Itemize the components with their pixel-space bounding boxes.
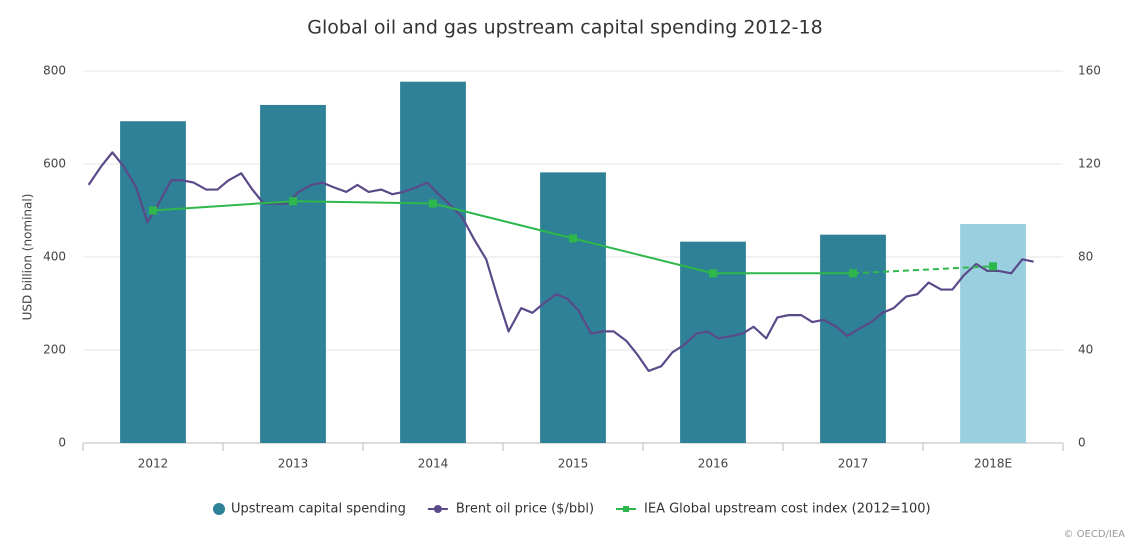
y-tick-label: 200	[43, 343, 66, 357]
y-tick-label: 400	[43, 250, 66, 264]
y-tick-label: 800	[43, 64, 66, 78]
y-tick-label: 0	[58, 436, 66, 450]
x-tick-label: 2014	[418, 457, 449, 471]
index-line-segment	[292, 200, 434, 205]
index-point	[849, 269, 857, 278]
legend-label: Brent oil price ($/bbl)	[456, 502, 594, 517]
index-line-segment	[152, 200, 294, 212]
index-line-segment	[432, 202, 574, 240]
y2-tick-label: 160	[1078, 64, 1101, 78]
source: © OECD/IEA	[1063, 529, 1125, 540]
bar	[120, 121, 186, 443]
x-tick-label: 2013	[278, 457, 309, 471]
y2-tick-label: 120	[1078, 157, 1101, 171]
legend-marker	[213, 503, 225, 515]
legend-marker	[623, 506, 630, 512]
y2-tick-label: 40	[1078, 343, 1093, 357]
index-point	[569, 234, 577, 243]
bar	[960, 223, 1026, 443]
index-point	[989, 262, 997, 271]
x-tick-label: 2012	[138, 457, 169, 471]
index-point	[289, 197, 297, 206]
bar	[820, 234, 886, 443]
y-axis-label: USD billion (nominal)	[21, 194, 35, 321]
x-tick-label: 2016	[698, 457, 729, 471]
bar	[400, 81, 466, 443]
bar	[540, 172, 606, 443]
y-tick-label: 600	[43, 157, 66, 171]
index-line-segment	[572, 237, 714, 275]
x-tick-label: 2017	[838, 457, 869, 471]
index-point	[149, 206, 157, 215]
x-tick-label: 2018E	[974, 457, 1012, 471]
x-tick-label: 2015	[558, 457, 589, 471]
index-line-segment	[852, 265, 994, 275]
legend-marker	[433, 505, 442, 513]
index-point	[429, 199, 437, 208]
chart-title: Global oil and gas upstream capital spen…	[307, 17, 822, 39]
legend-label: Upstream capital spending	[231, 502, 406, 517]
y2-tick-label: 80	[1078, 250, 1093, 264]
price-line	[87, 151, 1034, 373]
index-point	[709, 269, 717, 278]
y2-tick-label: 0	[1078, 436, 1086, 450]
legend-label: IEA Global upstream cost index (2012=100…	[644, 502, 931, 517]
bar	[260, 104, 326, 443]
